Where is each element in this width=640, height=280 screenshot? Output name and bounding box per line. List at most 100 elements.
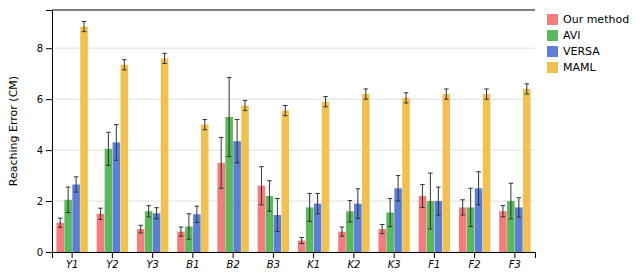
- error-cap: [468, 188, 473, 189]
- error-cap: [307, 193, 312, 194]
- error-cap: [82, 21, 87, 22]
- grid: [52, 48, 535, 252]
- error-cap: [484, 99, 489, 100]
- tick-mark: [46, 150, 52, 151]
- error-cap: [299, 237, 304, 238]
- error-cap: [106, 165, 111, 166]
- error-cap: [267, 180, 272, 181]
- error-bar: [315, 193, 320, 213]
- error-bar: [283, 106, 288, 116]
- error-cap: [340, 227, 345, 228]
- error-line: [277, 199, 278, 232]
- bar: [72, 184, 80, 252]
- error-cap: [468, 226, 473, 227]
- error-cap: [219, 188, 224, 189]
- tick-mark: [353, 252, 354, 258]
- tick-label: K1: [307, 259, 320, 270]
- error-cap: [243, 110, 248, 111]
- error-bar: [146, 206, 151, 217]
- series: [64, 78, 514, 252]
- bar: [97, 214, 105, 252]
- error-cap: [404, 102, 409, 103]
- legend-item: VERSA: [547, 45, 600, 58]
- error-cap: [74, 192, 79, 193]
- error-cap: [227, 77, 232, 78]
- error-cap: [114, 124, 119, 125]
- tick: Y1: [66, 252, 78, 270]
- tick-mark: [313, 252, 314, 258]
- error-cap: [98, 208, 103, 209]
- error-cap: [428, 229, 433, 230]
- error-bar: [323, 97, 328, 107]
- tick-label: Y1: [66, 259, 78, 270]
- error-bar: [388, 199, 393, 227]
- error-bar: [74, 177, 79, 192]
- error-bar: [299, 237, 304, 243]
- error-cap: [227, 156, 232, 157]
- bar: [322, 102, 330, 252]
- error-cap: [348, 200, 353, 201]
- error-cap: [179, 227, 184, 228]
- error-bar: [219, 137, 224, 188]
- axis-line: [46, 11, 53, 253]
- error-cap: [179, 236, 184, 237]
- error-cap: [348, 221, 353, 222]
- error-bar: [460, 200, 465, 215]
- error-line: [486, 89, 487, 99]
- tick-label: K2: [347, 259, 360, 270]
- error-line: [100, 208, 101, 219]
- error-bar: [122, 60, 127, 70]
- error-cap: [259, 166, 264, 167]
- error-bar: [380, 224, 385, 233]
- bar: [499, 211, 507, 252]
- tick-label: 6: [37, 94, 43, 105]
- error-cap: [58, 227, 63, 228]
- legend-item: MAML: [547, 61, 597, 74]
- error-bar: [154, 208, 159, 219]
- error-line: [76, 177, 77, 192]
- error-cap: [154, 218, 159, 219]
- error-bar: [340, 227, 345, 236]
- error-line: [462, 200, 463, 215]
- tick-mark: [514, 252, 515, 258]
- error-line: [140, 225, 141, 233]
- error-bar: [98, 208, 103, 219]
- error-cap: [154, 207, 159, 208]
- error-cap: [235, 162, 240, 163]
- error-bar: [307, 193, 312, 221]
- error-bar: [364, 89, 369, 99]
- error-cap: [525, 83, 530, 84]
- error-bar: [66, 187, 71, 212]
- error-bar: [227, 78, 232, 157]
- error-bar: [162, 53, 167, 63]
- error-cap: [275, 231, 280, 232]
- error-bar: [436, 187, 441, 215]
- error-cap: [98, 219, 103, 220]
- bar: [80, 27, 88, 252]
- error-cap: [517, 197, 522, 198]
- error-bar: [235, 120, 240, 163]
- tick-mark: [394, 252, 395, 258]
- tick-label: 0: [37, 247, 43, 258]
- tick-mark: [46, 99, 52, 100]
- tick-mark: [233, 252, 234, 258]
- error-cap: [436, 215, 441, 216]
- error-line: [180, 227, 181, 236]
- tick: 6: [37, 94, 52, 105]
- error-bar: [428, 173, 433, 229]
- tick-label: B1: [186, 259, 199, 270]
- tick: K1: [307, 252, 320, 270]
- error-bar: [58, 218, 63, 227]
- tick: K3: [388, 252, 401, 270]
- error-bar: [444, 89, 449, 99]
- tick: F3: [509, 252, 521, 270]
- tick: B1: [186, 252, 199, 270]
- error-cap: [162, 63, 167, 64]
- error-cap: [283, 115, 288, 116]
- error-line: [229, 78, 230, 157]
- series: [80, 21, 530, 252]
- error-cap: [323, 96, 328, 97]
- error-bar: [243, 100, 248, 110]
- error-cap: [436, 187, 441, 188]
- error-cap: [509, 218, 514, 219]
